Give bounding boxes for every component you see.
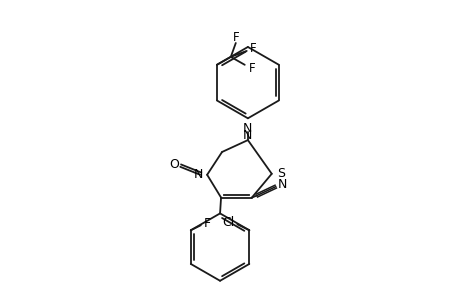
Text: N: N	[243, 129, 252, 142]
Text: N: N	[243, 122, 252, 135]
Text: N: N	[193, 168, 202, 181]
Text: F: F	[204, 217, 211, 230]
Text: F: F	[248, 62, 254, 75]
Text: F: F	[250, 42, 257, 56]
Text: O: O	[169, 158, 179, 171]
Text: N: N	[277, 178, 287, 191]
Text: Cl: Cl	[222, 216, 234, 229]
Text: S: S	[276, 167, 284, 180]
Text: F: F	[232, 31, 239, 44]
